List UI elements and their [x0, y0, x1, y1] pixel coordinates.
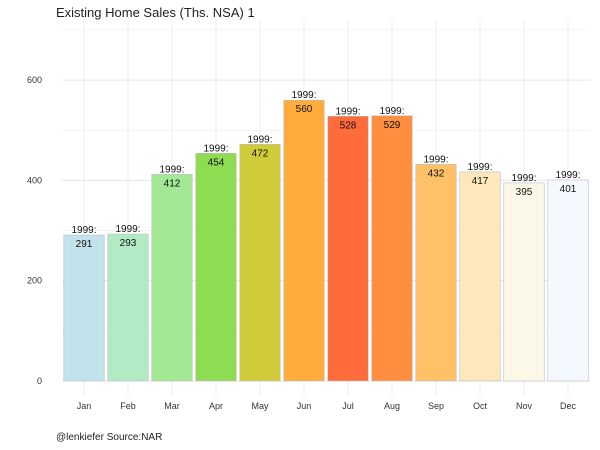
chart-title: Existing Home Sales (Ths. NSA) 1: [56, 5, 255, 20]
y-tick-label: 200: [27, 276, 42, 286]
bar-year-label: 1999:: [555, 170, 580, 181]
bar-year-label: 1999:: [115, 224, 140, 235]
x-tick-label: Apr: [209, 401, 223, 411]
bar-year-label: 1999:: [247, 134, 272, 145]
bar-mar: [151, 174, 193, 382]
bar-value-label: 454: [208, 157, 225, 168]
bar-year-label: 1999:: [467, 162, 492, 173]
bar-year-label: 1999:: [71, 225, 96, 236]
x-tick-label: Nov: [516, 401, 533, 411]
bar-aug: [371, 115, 413, 382]
bar-dec: [547, 179, 589, 382]
x-tick-label: Sep: [428, 401, 444, 411]
bar-oct: [459, 171, 501, 382]
bar-value-label: 401: [560, 184, 577, 195]
bar-value-label: 291: [76, 239, 93, 250]
bar-value-label: 395: [516, 187, 533, 198]
x-tick-label: Dec: [560, 401, 577, 411]
bar-apr: [195, 153, 237, 382]
bar-year-label: 1999:: [159, 164, 184, 175]
bar-jun: [283, 99, 325, 382]
x-tick-label: Jun: [297, 401, 312, 411]
bar-value-label: 528: [340, 120, 357, 131]
bar-value-label: 417: [472, 176, 489, 187]
source-caption: @lenkiefer Source:NAR: [56, 432, 163, 443]
bar-sep: [415, 164, 457, 382]
y-tick-label: 400: [27, 175, 42, 185]
bar-value-label: 412: [164, 178, 181, 189]
x-tick-label: May: [251, 401, 269, 411]
x-tick-label: Oct: [473, 401, 488, 411]
bar-year-label: 1999:: [203, 143, 228, 154]
bar-feb: [107, 233, 149, 382]
x-tick-label: Aug: [384, 401, 400, 411]
label-layer: 1999: 291 1999: 293 1999: 412 1999: 454 1999: 472…: [71, 90, 580, 250]
bar-value-label: 560: [296, 104, 313, 115]
bar-value-label: 293: [120, 238, 137, 249]
bar-jan: [63, 234, 105, 382]
bar-may: [239, 144, 281, 382]
y-tick-label: 0: [37, 376, 42, 386]
bar-year-label: 1999:: [423, 154, 448, 165]
x-tick-label: Jan: [77, 401, 92, 411]
bar-value-label: 529: [384, 120, 401, 131]
bar-year-label: 1999:: [379, 106, 404, 117]
x-tick-label: Feb: [120, 401, 136, 411]
bar-layer: [63, 99, 589, 382]
bar-year-label: 1999:: [511, 173, 536, 184]
y-tick-label: 600: [27, 75, 42, 85]
axis-layer: 0 200 400 600 Jan Feb Mar Apr May Jun Jul Aug Sep Oct…: [27, 75, 577, 411]
x-tick-label: Jul: [342, 401, 354, 411]
bar-value-label: 472: [252, 148, 269, 159]
bar-year-label: 1999:: [291, 90, 316, 101]
x-tick-label: Mar: [164, 401, 180, 411]
bar-jul: [327, 115, 369, 382]
bar-value-label: 432: [428, 168, 445, 179]
bar-year-label: 1999:: [335, 106, 360, 117]
bar-nov: [503, 182, 545, 382]
